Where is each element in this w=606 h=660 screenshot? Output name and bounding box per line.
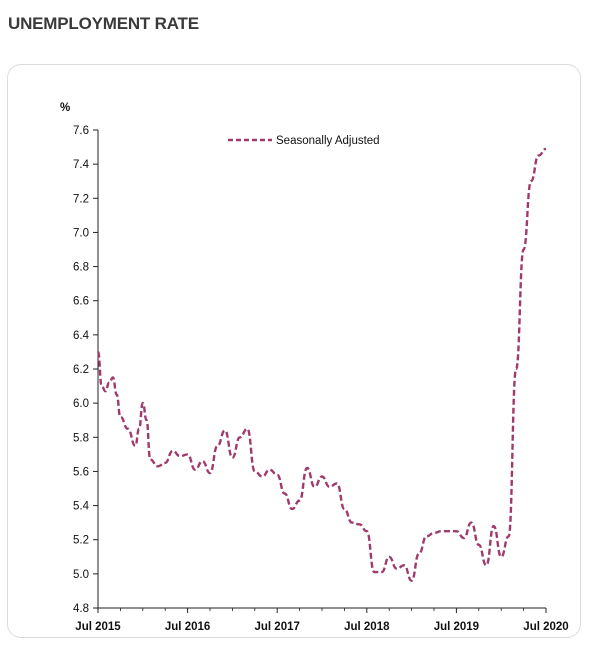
x-tick-label: Jul 2018: [344, 621, 390, 633]
y-tick-label: 6.0: [73, 398, 89, 410]
series-layer: [96, 147, 547, 582]
y-tick-label: 6.6: [73, 296, 89, 308]
page-title: UNEMPLOYMENT RATE: [8, 14, 199, 33]
x-tick-label: Jul 2019: [434, 621, 479, 633]
y-tick-label: 6.2: [73, 364, 89, 376]
y-tick-label: 7.2: [73, 193, 89, 205]
y-tick-label: 5.6: [73, 466, 89, 478]
unemployment-line-chart: % 4.8 5.0 5.2 5.4 5.6 5.8 6.0 6.2 6.4 6.6 6.8 7.0 7.…: [60, 102, 569, 633]
y-tick-label: 5.8: [73, 432, 89, 444]
x-tick-label: Jul 2016: [165, 621, 210, 633]
legend-label-seasonally-adjusted: Seasonally Adjusted: [276, 135, 380, 147]
legend: Seasonally Adjusted: [228, 135, 380, 147]
y-tick-label: 5.2: [73, 535, 89, 547]
x-tick-label: Jul 2015: [75, 621, 121, 633]
y-tick-label: 5.4: [73, 501, 90, 513]
series-line-seasonally-adjusted: [96, 147, 547, 582]
y-tick-label: 7.4: [73, 159, 90, 171]
y-tick-label: 6.8: [73, 262, 89, 274]
chart-card: % 4.8 5.0 5.2 5.4 5.6 5.8 6.0 6.2 6.4 6.6 6.8 7.0 7.…: [7, 64, 581, 638]
y-axis: 4.8 5.0 5.2 5.4 5.6 5.8 6.0 6.2 6.4 6.6 6.8 7.0 7.2 7…: [73, 125, 99, 615]
x-tick-label: Jul 2020: [523, 621, 568, 633]
y-tick-label: 7.0: [73, 227, 89, 239]
y-tick-label: 5.0: [73, 569, 89, 581]
y-tick-label: 4.8: [73, 603, 89, 615]
y-tick-label: 7.6: [73, 125, 89, 137]
y-tick-label: 6.4: [73, 330, 90, 342]
y-axis-unit-label: %: [60, 102, 70, 114]
x-axis: Jul 2015 Jul 2016 Jul 2017 Jul 2018 Jul 2019…: [75, 607, 569, 633]
x-tick-label: Jul 2017: [254, 621, 299, 633]
